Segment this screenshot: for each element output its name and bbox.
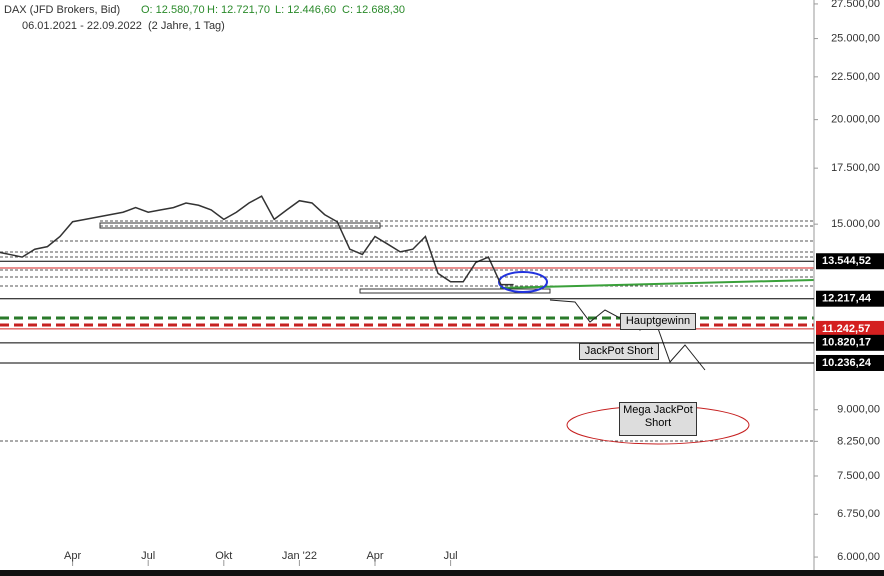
y-tick-label: 17.500,00 (831, 162, 880, 174)
y-tick-label: 27.500,00 (831, 0, 880, 10)
level-tag (816, 334, 884, 351)
level-label: 12.217,44 (822, 293, 872, 305)
y-tick-label: 9.000,00 (837, 404, 880, 416)
level-tag (816, 320, 884, 337)
level-label: 13.544,52 (822, 255, 871, 267)
x-tick-label: Jul (141, 550, 155, 562)
ohlc: C: 12.688,30 (342, 4, 405, 16)
price-line (0, 195, 514, 286)
annotation: Mega JackPot Short (619, 402, 697, 436)
y-tick-label: 6.750,00 (837, 508, 880, 520)
level-label: 11.242,57 (822, 323, 870, 335)
level-tag (816, 290, 884, 307)
y-tick-label: 8.250,00 (837, 435, 880, 447)
y-tick-label: 22.500,00 (831, 71, 880, 83)
x-tick-label: Jan '22 (282, 550, 317, 562)
range-box (99, 222, 381, 229)
level-label: 10.820,17 (822, 337, 871, 349)
y-tick-label: 20.000,00 (831, 114, 880, 126)
x-tick-label: Apr (366, 550, 383, 562)
y-tick-label: 7.500,00 (837, 470, 880, 482)
x-tick-label: Apr (64, 550, 81, 562)
level-lines (0, 220, 814, 442)
bottom-bar (0, 570, 884, 576)
range-box (359, 288, 551, 294)
y-tick-label: 15.000,00 (831, 218, 880, 230)
date-range: 06.01.2021 - 22.09.2022 (22, 20, 142, 32)
ohlc: H: 12.721,70 (207, 4, 270, 16)
trend-line (499, 279, 815, 289)
level-tag (816, 354, 884, 371)
period: (2 Jahre, 1 Tag) (148, 20, 225, 32)
annotation: JackPot Short (579, 343, 659, 360)
x-tick-label: Okt (215, 550, 232, 562)
level-label: 10.236,24 (822, 357, 872, 369)
y-tick-label: 6.000,00 (837, 551, 880, 563)
ohlc: L: 12.446,60 (275, 4, 337, 16)
level-tag (816, 253, 884, 270)
symbol: DAX (JFD Brokers, Bid) (4, 4, 121, 16)
ohlc: O: 12.580,70 (141, 4, 205, 16)
y-tick-label: 25.000,00 (831, 32, 880, 44)
annotation: Hauptgewinn (620, 313, 696, 330)
x-tick-label: Jul (444, 550, 458, 562)
